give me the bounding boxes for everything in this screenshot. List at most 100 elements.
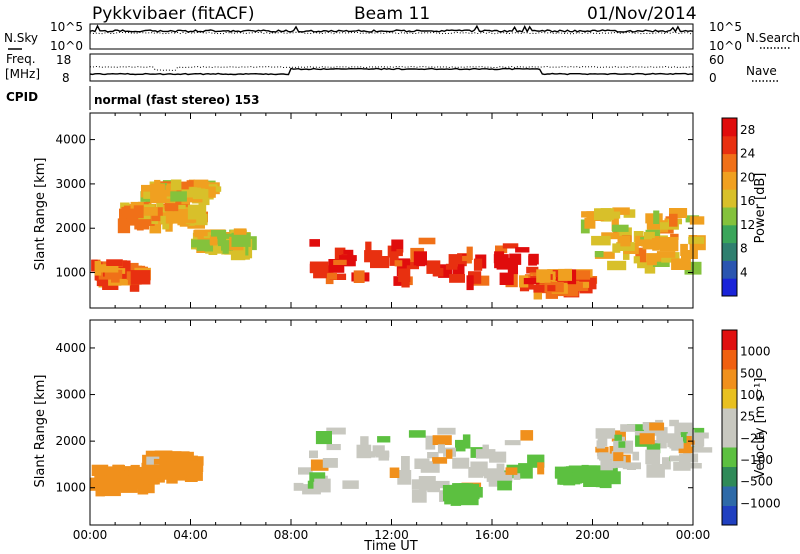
x-tick-label: 00:00 <box>73 528 108 542</box>
colorbar-frame <box>721 329 738 526</box>
heatmap-cell <box>561 468 573 479</box>
heatmap-cell <box>674 422 693 435</box>
heatmap-cell <box>590 472 598 484</box>
heatmap-cell <box>107 468 114 477</box>
x-tick-label: 20:00 <box>575 528 610 542</box>
heatmap-cell <box>149 218 162 234</box>
heatmap-cell <box>670 233 679 240</box>
heatmap-cell <box>141 184 159 193</box>
heatmap-cell <box>614 434 622 441</box>
heatmap-cell <box>322 458 338 468</box>
heatmap-cell <box>509 253 522 265</box>
heatmap-cell <box>302 484 321 495</box>
heatmap-cell <box>449 274 465 283</box>
heatmap-cell <box>660 441 667 449</box>
power-colorbar-label: Power [dB] <box>753 173 768 244</box>
heatmap-cell <box>193 182 209 189</box>
heatmap-cell <box>608 211 621 219</box>
cpid-text: normal (fast stereo) 153 <box>94 93 260 107</box>
heatmap-cell <box>140 473 158 485</box>
heatmap-cell <box>528 253 539 265</box>
nsearch-trace <box>89 31 694 35</box>
heatmap-cell <box>639 433 655 445</box>
freq-right-tick-top: 60 <box>709 53 724 67</box>
heatmap-cell <box>673 461 691 471</box>
x-tick-label: 16:00 <box>475 528 510 542</box>
heatmap-cell <box>209 235 218 246</box>
heatmap-cell <box>425 435 436 450</box>
heatmap-cell <box>457 484 475 497</box>
heatmap-cell <box>513 473 521 480</box>
heatmap-cell <box>187 204 207 220</box>
heatmap-cell <box>520 430 534 441</box>
colorbar-tick-label: 8 <box>740 242 748 256</box>
heatmap-cell <box>326 427 346 435</box>
heatmap-cell <box>298 467 313 475</box>
heatmap-cell <box>96 470 103 477</box>
y-tick-label: 2000 <box>55 434 86 448</box>
colorbar-tick-label: 28 <box>740 123 755 137</box>
heatmap-cell <box>360 436 369 452</box>
heatmap-cell <box>681 250 698 259</box>
heatmap-cell <box>637 239 654 245</box>
heatmap-cell <box>446 449 453 459</box>
colorbar-swatch <box>722 189 737 208</box>
heatmap-cell <box>645 449 661 465</box>
heatmap-cell <box>150 183 165 196</box>
heatmap-cell <box>594 208 614 220</box>
station-title: Pykkvibaer (fitACF) <box>92 4 254 24</box>
heatmap-cell <box>186 180 194 187</box>
heatmap-cell <box>122 260 131 271</box>
heatmap-cell <box>397 258 411 266</box>
heatmap-cell <box>188 460 203 474</box>
heatmap-cell <box>466 246 473 260</box>
heatmap-cell <box>646 221 662 230</box>
heatmap-cell <box>141 462 153 473</box>
colorbar-swatch <box>722 153 737 172</box>
heatmap-cell <box>584 217 596 229</box>
heatmap-cell <box>635 247 647 263</box>
heatmap-cell <box>364 250 383 263</box>
heatmap-cell <box>594 251 615 259</box>
heatmap-cell <box>154 460 163 475</box>
heatmap-cell <box>673 437 683 445</box>
heatmap-cell <box>126 218 136 225</box>
colorbar-swatch <box>722 207 737 226</box>
heatmap-cell <box>111 274 120 283</box>
heatmap-cell <box>211 229 227 237</box>
heatmap-cell <box>627 424 645 432</box>
heatmap-cell <box>669 441 684 449</box>
heatmap-cell <box>445 263 458 270</box>
heatmap-cell <box>662 457 671 470</box>
colorbar-tick-label: 1000 <box>740 345 771 359</box>
heatmap-cell <box>376 451 390 458</box>
velocity-colorbar-label: Velocity [m s⁻¹] <box>753 378 768 479</box>
heatmap-cell <box>377 436 391 443</box>
heatmap-cell <box>690 463 702 469</box>
x-tick-label: 08:00 <box>274 528 309 542</box>
heatmap-cell <box>418 476 436 491</box>
heatmap-cell <box>475 449 496 459</box>
heatmap-cell <box>418 237 436 245</box>
heatmap-cell <box>680 453 699 463</box>
heatmap-cell <box>458 264 465 277</box>
heatmap-cell <box>413 251 427 266</box>
x-tick-label: 04:00 <box>173 528 208 542</box>
nsky-trace <box>89 24 694 34</box>
heatmap-cell <box>193 229 208 237</box>
heatmap-cell <box>497 480 512 491</box>
heatmap-cell <box>128 469 144 480</box>
colorbar-frame <box>721 117 738 297</box>
heatmap-cell <box>612 456 626 468</box>
y-tick-label: 4000 <box>55 133 86 147</box>
y-tick-label: 3000 <box>55 388 86 402</box>
heatmap-cell <box>309 239 320 247</box>
power-ylabel: Slant Range [km] <box>33 158 48 271</box>
heatmap-cell <box>97 466 116 474</box>
heatmap-cell <box>504 440 521 446</box>
colorbar-swatch <box>722 388 737 409</box>
heatmap-cell <box>659 237 679 252</box>
heatmap-cell <box>495 245 508 254</box>
heatmap-cell <box>547 285 556 292</box>
nsky-panel-frame <box>89 23 694 50</box>
